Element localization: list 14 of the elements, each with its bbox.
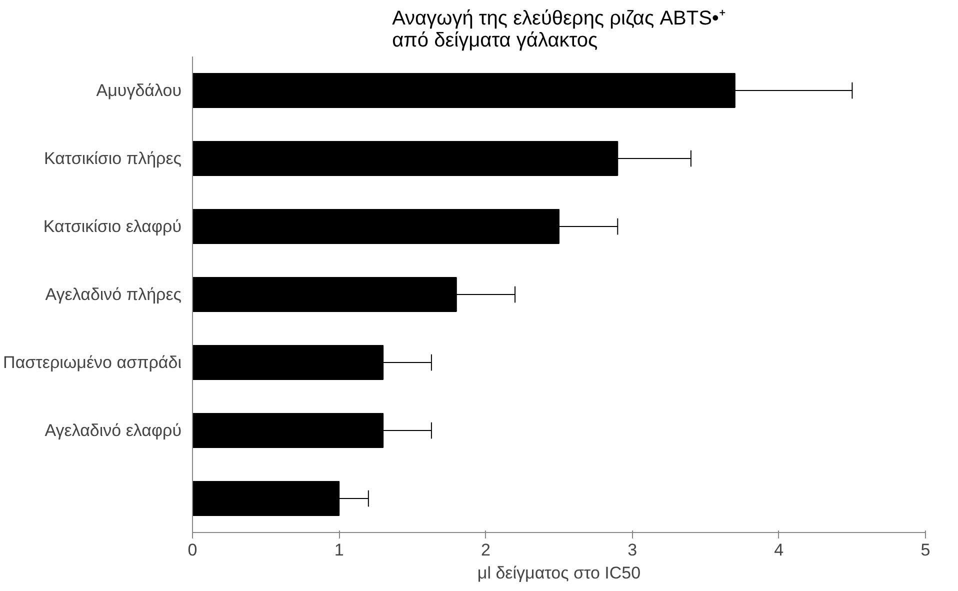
chart-title: Αναγωγή της ελεύθερης ριζας ABTS•⁺ από δείγματα γάλακτος [392,8,726,52]
y-tick-label: Κατσικίσιο πλήρες [44,149,182,168]
y-tick-label: Κατσικίσιο ελαφρύ [43,217,182,236]
y-tick-label: Αγελαδινό πλήρες [45,285,182,304]
x-tick-label: 3 [628,540,638,560]
x-tick-label: 2 [480,540,490,560]
y-tick-label: Αμυγδάλου [96,81,182,100]
x-axis-title: μl δείγματος στο IC50 [477,564,641,582]
x-tick-label: 1 [334,540,344,560]
y-tick-label: Αγελαδινό ελαφρύ [44,421,182,440]
x-tick-label: 4 [774,540,784,560]
y-tick-label: Παστεριωμένο ασπράδι [3,353,182,372]
x-tick-label: 0 [188,540,198,560]
x-tick-label: 5 [920,540,930,560]
